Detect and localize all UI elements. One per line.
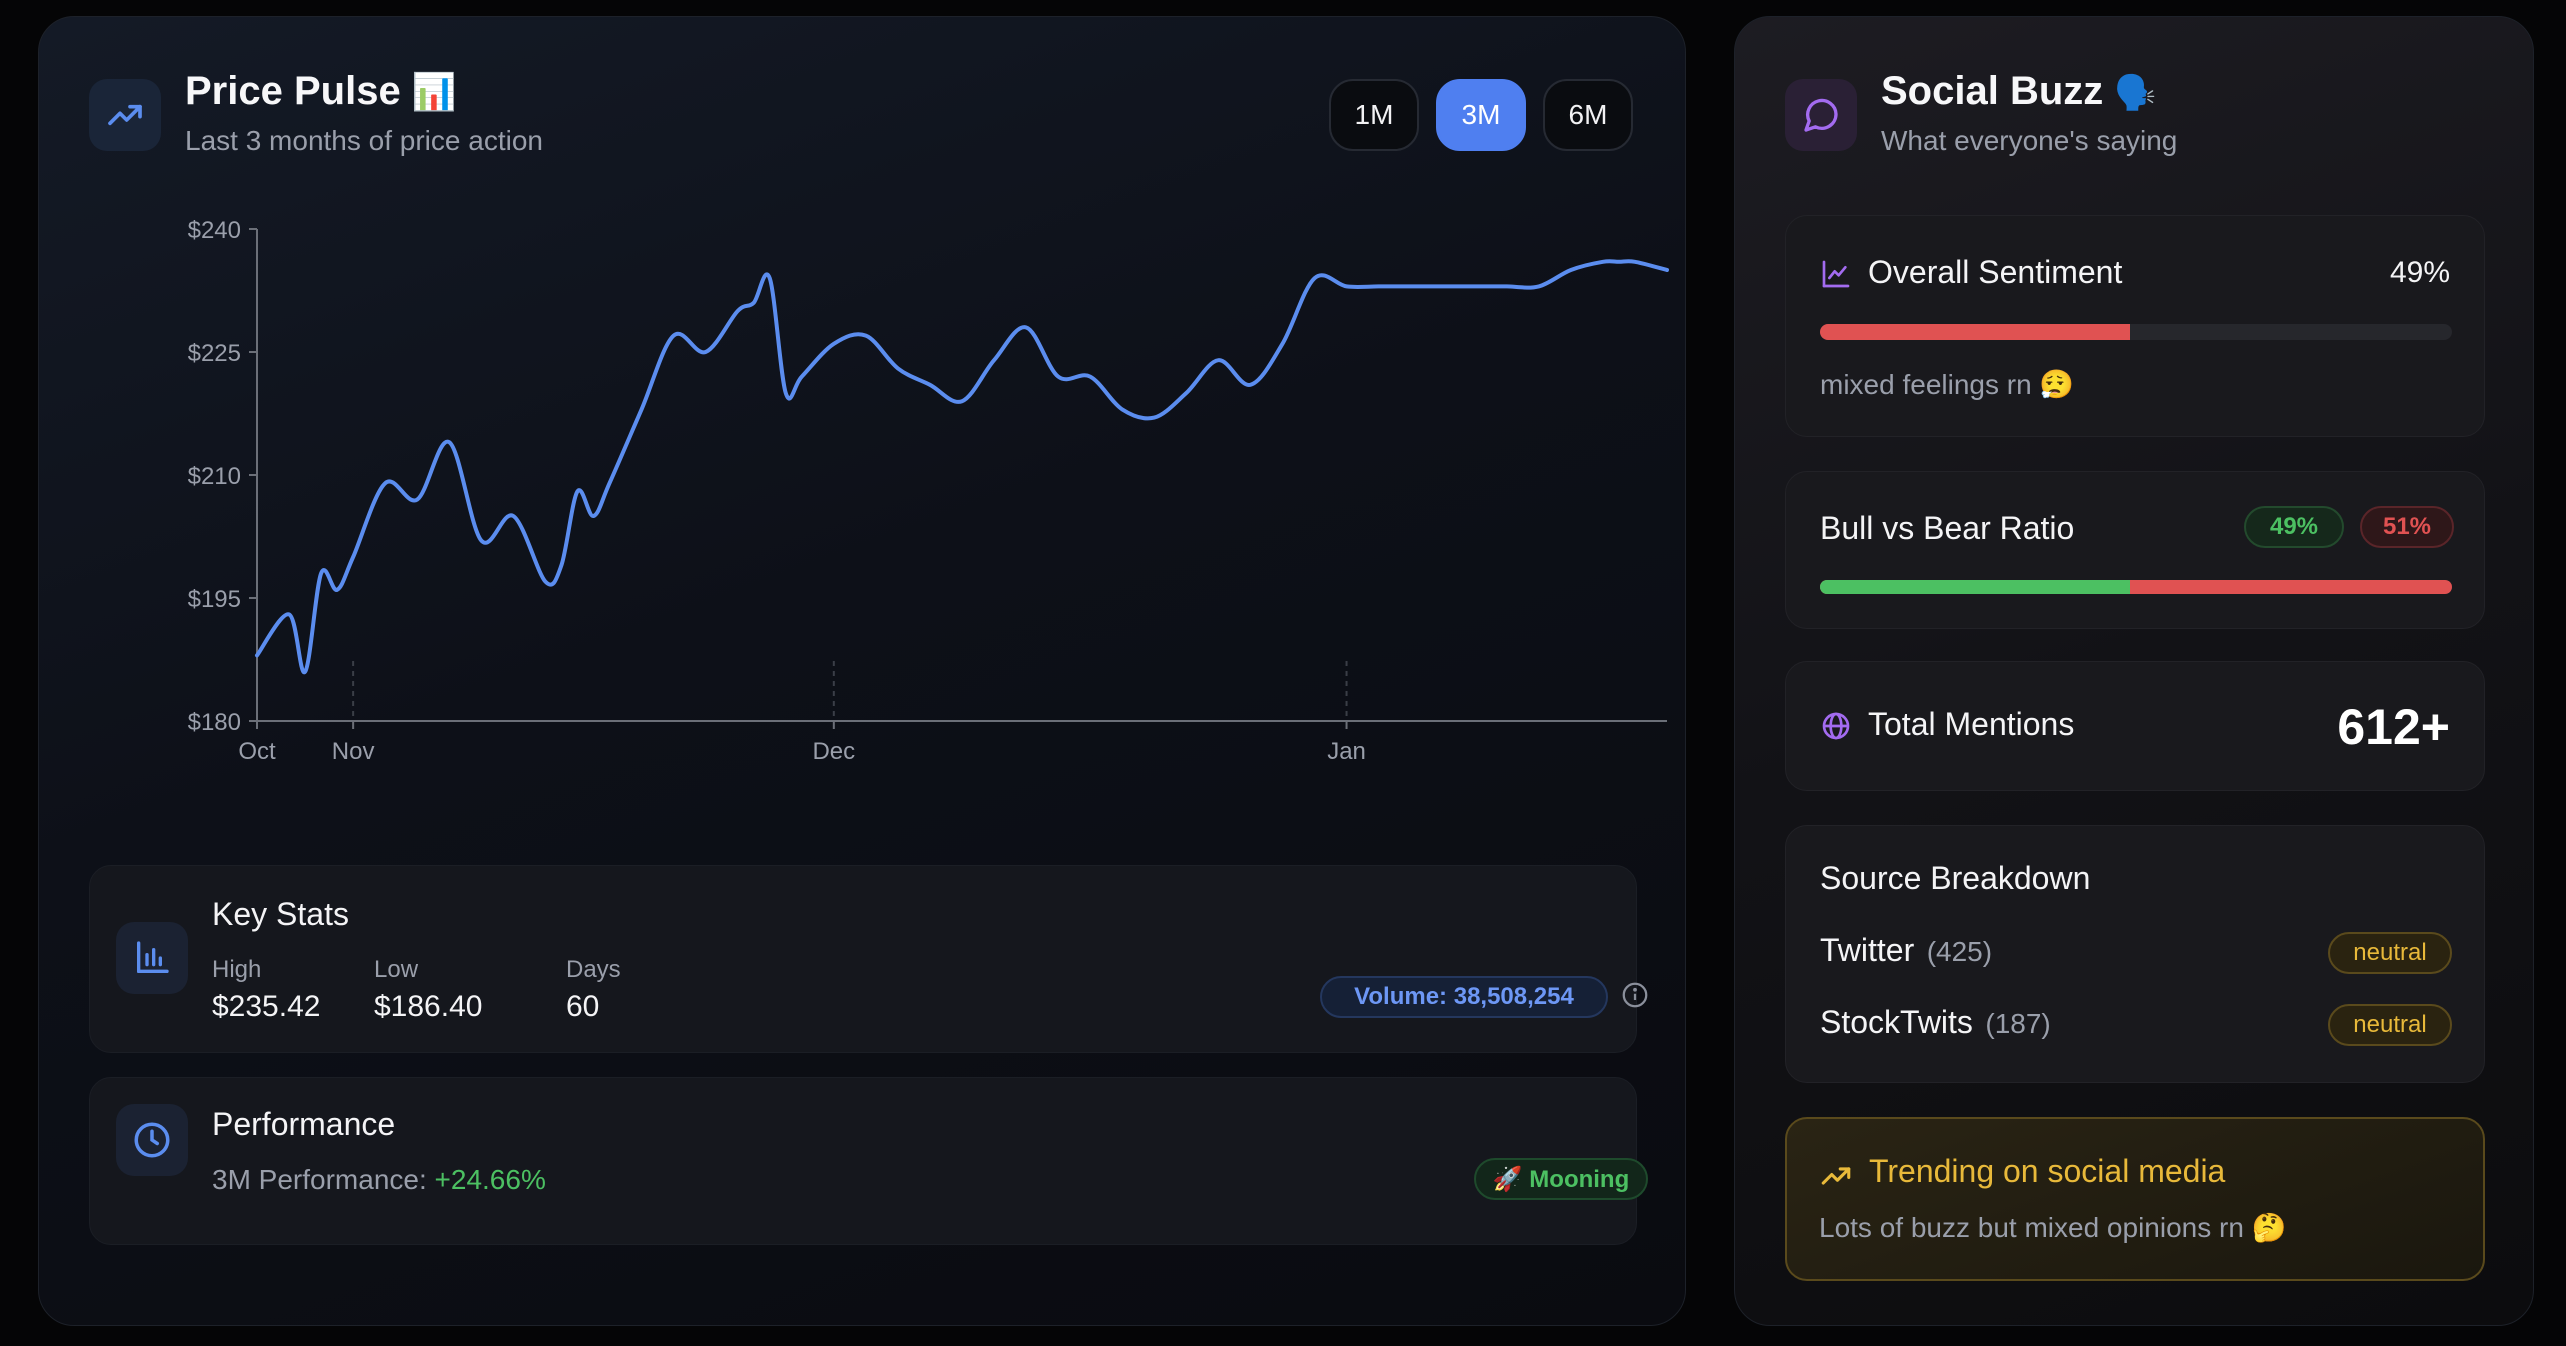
key-stats-icon-box bbox=[116, 922, 188, 994]
y-tick-label: $180 bbox=[188, 709, 241, 736]
stat-high-label: High bbox=[212, 956, 262, 983]
y-tick-label: $195 bbox=[188, 586, 241, 613]
source-breakdown-title: Source Breakdown bbox=[1820, 860, 2091, 896]
x-tick-label: Nov bbox=[332, 738, 375, 765]
range-button-6m[interactable]: 6M bbox=[1543, 79, 1633, 151]
performance-label: 3M Performance: bbox=[212, 1164, 427, 1195]
mentions-value: 612+ bbox=[2337, 699, 2450, 755]
social-buzz-subtitle: What everyone's saying bbox=[1881, 125, 2178, 156]
bull-bear-bar bbox=[1820, 580, 2452, 594]
mooning-badge: 🚀 Mooning bbox=[1474, 1158, 1648, 1200]
globe-icon bbox=[1822, 712, 1850, 740]
stat-low-value: $186.40 bbox=[374, 990, 483, 1023]
trending-up-icon bbox=[108, 104, 142, 126]
key-stats-title: Key Stats bbox=[212, 896, 349, 932]
chart-emoji: 📊 bbox=[411, 71, 457, 112]
x-tick-label: Oct bbox=[238, 738, 276, 765]
mentions-title: Total Mentions bbox=[1868, 706, 2075, 742]
volume-badge: Volume: 38,508,254 bbox=[1320, 976, 1608, 1018]
range-button-3m[interactable]: 3M bbox=[1436, 79, 1526, 151]
source-row-stocktwits: StockTwits (187) bbox=[1820, 1004, 2051, 1041]
x-tick-label: Jan bbox=[1327, 738, 1366, 765]
price-header-icon-box bbox=[89, 79, 161, 151]
clock-icon bbox=[134, 1122, 170, 1158]
bull-bear-title: Bull vs Bear Ratio bbox=[1820, 510, 2075, 546]
sentiment-bar-fill bbox=[1820, 324, 2130, 340]
y-tick-label: $225 bbox=[188, 340, 241, 367]
bull-badge: 49% bbox=[2244, 506, 2344, 548]
page-title: Price Pulse 📊 bbox=[185, 69, 457, 114]
source-count: (425) bbox=[1926, 936, 1993, 967]
bar-chart-icon bbox=[137, 941, 169, 973]
stat-high-value: $235.42 bbox=[212, 990, 321, 1023]
social-buzz-panel: Social Buzz 🗣️ What everyone's saying Ov… bbox=[1734, 16, 2534, 1326]
performance-card: Performance 3M Performance: +24.66% 🚀 Mo… bbox=[89, 1077, 1648, 1245]
stat-low-label: Low bbox=[374, 956, 419, 983]
x-tick-label: Dec bbox=[812, 738, 855, 765]
sentiment-bar bbox=[1820, 324, 2452, 340]
performance-title: Performance bbox=[212, 1106, 396, 1142]
source-breakdown-card: Source Breakdown Twitter (425) neutral S… bbox=[1785, 825, 2485, 1083]
performance-icon-box bbox=[116, 1104, 188, 1176]
y-tick-label: $240 bbox=[188, 217, 241, 244]
trending-up-icon bbox=[1821, 1167, 1851, 1185]
bull-bar-fill bbox=[1820, 580, 2130, 594]
price-pulse-subtitle: Last 3 months of price action bbox=[185, 125, 543, 156]
social-buzz-title: Social Buzz 🗣️ bbox=[1881, 69, 2157, 114]
bear-badge: 51% bbox=[2360, 506, 2454, 548]
trending-card: Trending on social media Lots of buzz bu… bbox=[1785, 1117, 2485, 1281]
source-badge-twitter: neutral bbox=[2328, 932, 2452, 974]
mentions-card: Total Mentions 612+ bbox=[1785, 661, 2485, 791]
stat-days-label: Days bbox=[566, 956, 621, 983]
y-tick-label: $210 bbox=[188, 463, 241, 490]
source-name: Twitter bbox=[1820, 932, 1915, 968]
sentiment-card: Overall Sentiment 49% mixed feelings rn … bbox=[1785, 215, 2485, 437]
speaking-emoji: 🗣️ bbox=[2114, 74, 2157, 112]
line-chart-icon bbox=[1822, 260, 1850, 288]
source-count: (187) bbox=[1985, 1008, 2051, 1039]
performance-value: +24.66% bbox=[434, 1164, 546, 1195]
social-header-icon-box bbox=[1785, 79, 1857, 151]
sentiment-value: 49% bbox=[2389, 256, 2450, 289]
bull-bear-card: Bull vs Bear Ratio 49% 51% bbox=[1785, 471, 2485, 629]
range-button-1m[interactable]: 1M bbox=[1329, 79, 1419, 151]
info-icon[interactable] bbox=[1620, 980, 1650, 1010]
price-pulse-title: Price Pulse bbox=[185, 69, 401, 113]
performance-line: 3M Performance: +24.66% bbox=[212, 1164, 546, 1196]
trending-text: Lots of buzz but mixed opinions rn 🤔 bbox=[1819, 1212, 2287, 1243]
price-series-line bbox=[255, 259, 1669, 674]
sentiment-note: mixed feelings rn 😮‍💨 bbox=[1820, 369, 2075, 400]
source-name: StockTwits bbox=[1820, 1004, 1973, 1040]
price-pulse-panel: Price Pulse 📊 Last 3 months of price act… bbox=[38, 16, 1686, 1326]
stat-days-value: 60 bbox=[566, 990, 600, 1023]
sentiment-title: Overall Sentiment bbox=[1868, 254, 2123, 290]
message-circle-icon bbox=[1804, 98, 1838, 132]
key-stats-card: Key Stats High $235.42 Low $186.40 Days … bbox=[89, 865, 1648, 1053]
source-row-twitter: Twitter (425) bbox=[1820, 932, 1992, 969]
source-badge-stocktwits: neutral bbox=[2328, 1004, 2452, 1046]
trending-title: Trending on social media bbox=[1869, 1153, 2226, 1189]
social-buzz-title-text: Social Buzz bbox=[1881, 69, 2104, 113]
